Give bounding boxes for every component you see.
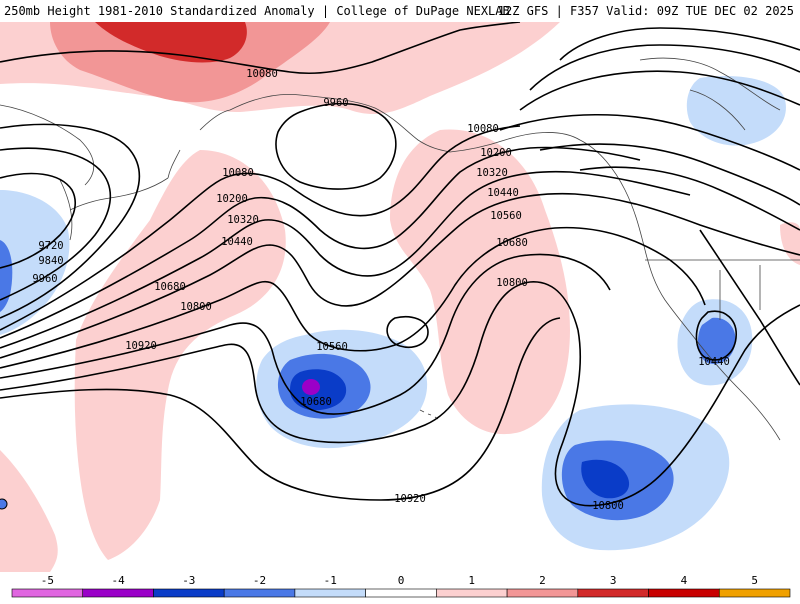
contour-east-1 bbox=[499, 113, 800, 171]
shade-neg3-southeast bbox=[581, 459, 630, 499]
colorbar-tick-label: -2 bbox=[253, 574, 266, 587]
contour-west-low-2 bbox=[0, 147, 112, 301]
model-run-info: 12Z GFS | F357 Valid: 09Z TUE DEC 02 202… bbox=[497, 4, 794, 18]
contour-label: 10080 bbox=[222, 167, 254, 179]
shade-pos1-central-ridge bbox=[390, 129, 570, 435]
colorbar-segment bbox=[648, 588, 720, 598]
colorbar-svg: -5 -4 -3 -2 -1 0 1 2 3 4 5 bbox=[11, 574, 791, 598]
contour-label: 10920 bbox=[394, 493, 426, 505]
colorbar-segment bbox=[294, 588, 366, 598]
colorbar-tick-label: -4 bbox=[111, 574, 125, 587]
contour-northeast-2 bbox=[529, 44, 800, 91]
contour-10080-north bbox=[0, 22, 521, 75]
contour-label: 10200 bbox=[216, 193, 248, 205]
contour-label: 10440 bbox=[487, 187, 519, 199]
contour-label: 10560 bbox=[490, 210, 522, 222]
contour-9960-closed bbox=[275, 102, 397, 190]
coastline-hudson bbox=[639, 57, 781, 131]
contour-10920 bbox=[0, 317, 561, 501]
contour-label: 10680 bbox=[300, 396, 332, 408]
contour-label: 9960 bbox=[32, 273, 57, 285]
contour-label: 10800 bbox=[496, 277, 528, 289]
coastline-bc bbox=[449, 132, 646, 251]
contour-west-low-3 bbox=[0, 123, 141, 319]
contour-east-3 bbox=[579, 166, 800, 231]
colorbar-legend: -5 -4 -3 -2 -1 0 1 2 3 4 5 bbox=[0, 572, 800, 600]
colorbar-tick-label: -1 bbox=[324, 574, 337, 587]
colorbar-segment bbox=[11, 588, 84, 598]
positive-anomaly-shading-2 bbox=[50, 22, 330, 103]
contour-label: 10440 bbox=[698, 356, 730, 368]
contour-label: 9840 bbox=[38, 255, 63, 267]
shade-neg4-central-low bbox=[302, 379, 320, 395]
contour-label: 10800 bbox=[180, 301, 212, 313]
height-contours bbox=[0, 22, 800, 507]
colorbar-segment bbox=[223, 588, 296, 598]
colorbar-segment bbox=[718, 588, 791, 598]
colorbar-segment bbox=[82, 588, 154, 598]
colorbar-segments bbox=[11, 588, 791, 598]
contour-label: 10080 bbox=[246, 68, 278, 80]
colorbar-segment bbox=[577, 588, 649, 598]
coastline-west-us bbox=[644, 249, 781, 441]
colorbar-segment bbox=[436, 588, 508, 598]
shade-pos3-north bbox=[95, 22, 247, 63]
shade-pos1-sw-corner bbox=[0, 450, 58, 572]
anomaly-map: 10080 9960 10080 10200 10320 10440 9720 … bbox=[0, 22, 800, 572]
shade-neg1-northeast bbox=[686, 76, 786, 146]
contour-10320 bbox=[0, 170, 691, 349]
coastline-alaska bbox=[167, 93, 451, 179]
colorbar-tick-label: -3 bbox=[182, 574, 195, 587]
shade-pos2-north bbox=[50, 22, 330, 103]
contour-label: 10680 bbox=[154, 281, 186, 293]
colorbar-segment bbox=[153, 588, 225, 598]
map-title: 250mb Height 1981-2010 Standardized Anom… bbox=[4, 4, 510, 18]
contour-10440-closed bbox=[695, 310, 737, 361]
contour-west-low-inner bbox=[0, 172, 76, 269]
map-marker-icon bbox=[0, 498, 8, 510]
contour-label: 9960 bbox=[323, 97, 348, 109]
colorbar-tick-label: 2 bbox=[539, 574, 546, 587]
contour-label: 10320 bbox=[227, 214, 259, 226]
contour-10440 bbox=[0, 192, 800, 359]
colorbar-ticks: -5 -4 -3 -2 -1 0 1 2 3 4 5 bbox=[41, 574, 758, 587]
colorbar-segment bbox=[365, 588, 437, 598]
contour-10800-southeast bbox=[554, 304, 800, 507]
contour-10560-small-closed bbox=[386, 316, 429, 348]
contour-10560-a bbox=[0, 226, 706, 369]
colorbar-tick-label: 3 bbox=[610, 574, 617, 587]
contour-10200 bbox=[0, 146, 641, 339]
colorbar-tick-label: -5 bbox=[41, 574, 54, 587]
shade-neg1-west-edge bbox=[0, 190, 70, 335]
contour-label: 10200 bbox=[480, 147, 512, 159]
colorbar-segment bbox=[506, 588, 579, 598]
contour-east-4 bbox=[699, 229, 800, 386]
shade-neg2-west-edge bbox=[0, 240, 13, 312]
contour-label: 10560 bbox=[316, 341, 348, 353]
negative-anomaly-shading-4 bbox=[302, 379, 320, 395]
colorbar-tick-label: 4 bbox=[681, 574, 688, 587]
contour-10800-west bbox=[0, 281, 579, 444]
contour-label: 10080 bbox=[467, 123, 499, 135]
colorbar-tick-label: 0 bbox=[398, 574, 405, 587]
contour-labels: 10080 9960 10080 10200 10320 10440 9720 … bbox=[32, 68, 729, 512]
contour-label: 10320 bbox=[476, 167, 508, 179]
shade-neg2-baja bbox=[697, 317, 736, 365]
contour-10080-west bbox=[0, 125, 521, 331]
contour-10680 bbox=[0, 253, 611, 415]
contour-label: 10920 bbox=[125, 340, 157, 352]
contour-northeast-high bbox=[559, 27, 800, 61]
colorbar-tick-label: 1 bbox=[468, 574, 475, 587]
contour-label: 10680 bbox=[496, 237, 528, 249]
map-panel: 10080 9960 10080 10200 10320 10440 9720 … bbox=[0, 22, 800, 572]
positive-anomaly-shading-3 bbox=[95, 22, 247, 63]
map-header: 250mb Height 1981-2010 Standardized Anom… bbox=[0, 0, 800, 23]
contour-label: 10440 bbox=[221, 236, 253, 248]
coastline-russia bbox=[0, 104, 95, 241]
contour-label: 9720 bbox=[38, 240, 63, 252]
contour-label: 10800 bbox=[592, 500, 624, 512]
contour-east-2 bbox=[539, 143, 800, 206]
contour-northeast-3 bbox=[519, 70, 800, 111]
colorbar-tick-label: 5 bbox=[751, 574, 758, 587]
